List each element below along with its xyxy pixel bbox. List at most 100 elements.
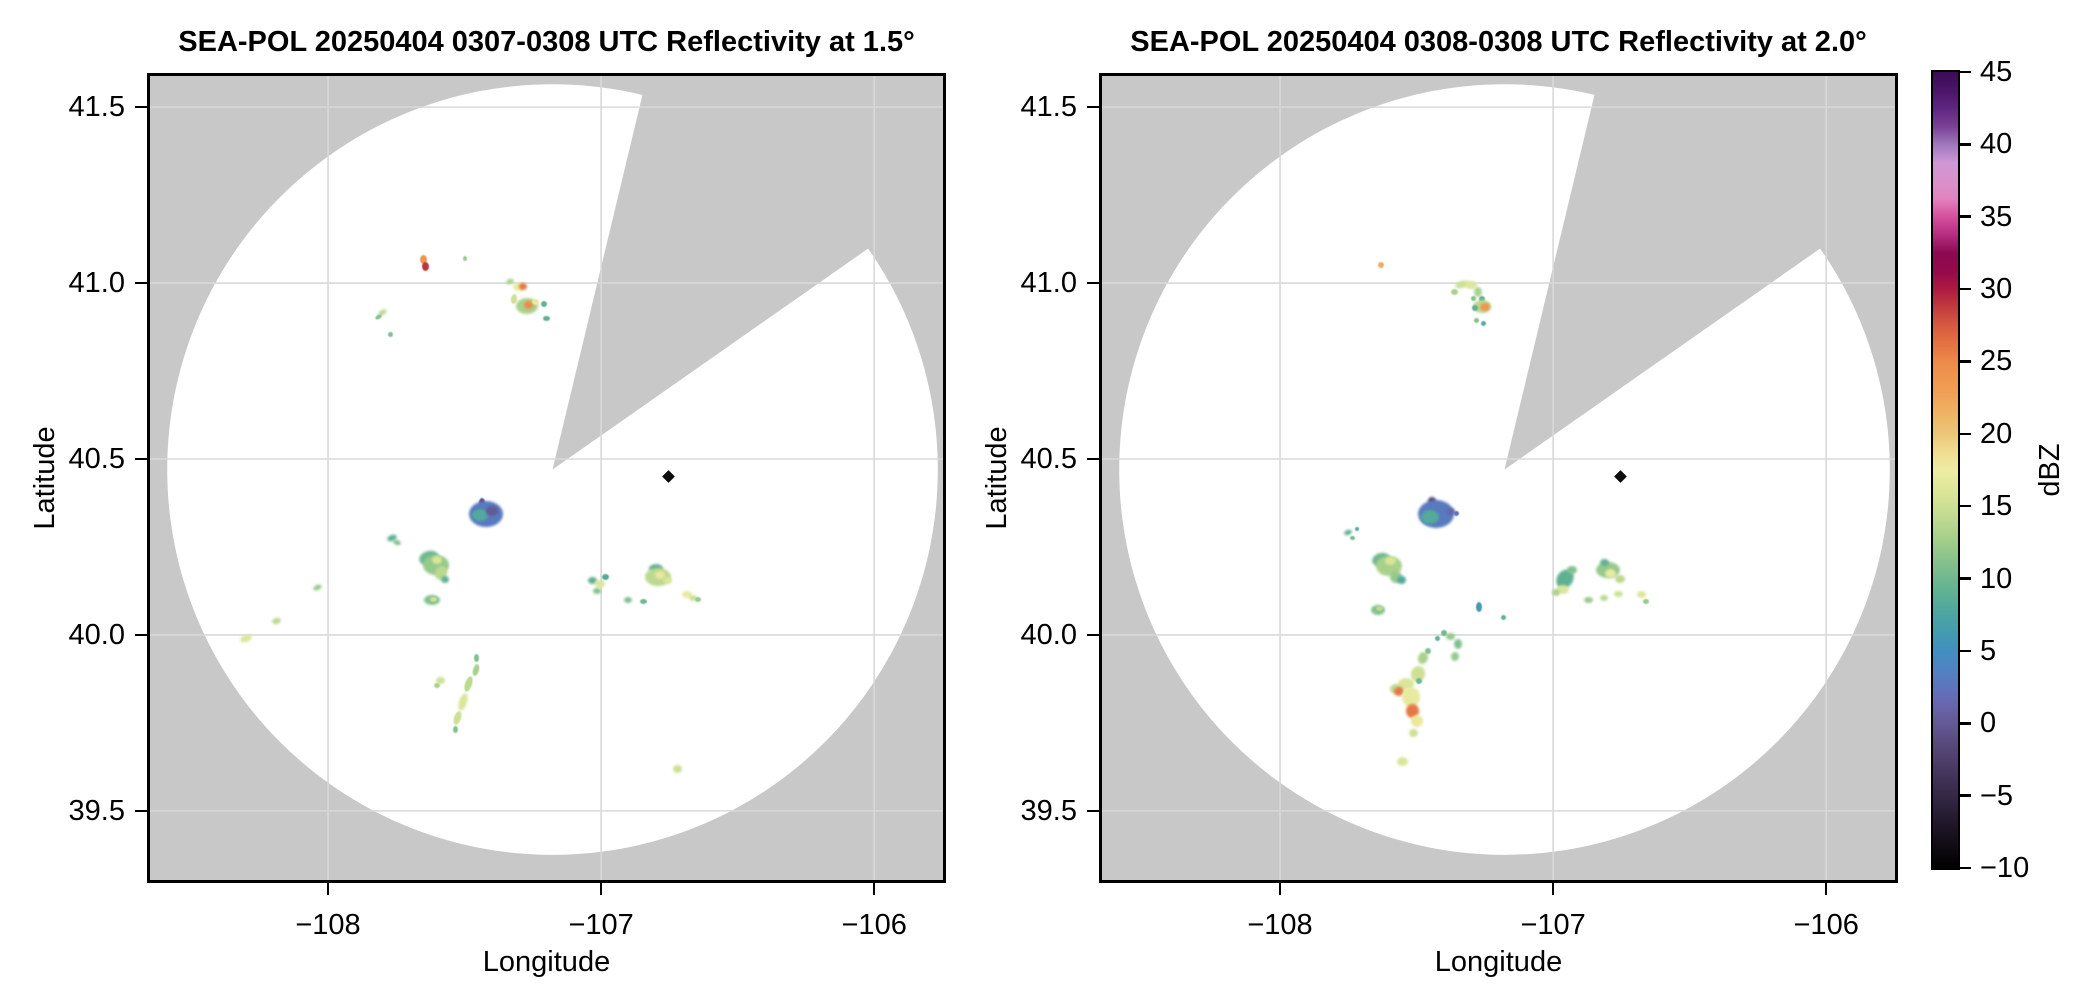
echo-blob bbox=[518, 283, 527, 291]
radar-map bbox=[147, 73, 946, 883]
x-tick-label: −106 bbox=[1793, 909, 1859, 941]
echo-blob bbox=[695, 597, 702, 603]
x-tick bbox=[872, 883, 876, 895]
colorbar-tick-label: −5 bbox=[1980, 779, 2014, 812]
colorbar-tick bbox=[1960, 577, 1971, 580]
echo-blob bbox=[474, 653, 480, 662]
x-tick bbox=[1824, 883, 1828, 895]
x-tick bbox=[1551, 883, 1555, 895]
echo-blob bbox=[462, 675, 475, 693]
echo-blob bbox=[374, 313, 383, 321]
echo-blob bbox=[1397, 757, 1409, 767]
echo-blob bbox=[1354, 527, 1359, 532]
colorbar-tick-label: 0 bbox=[1980, 707, 1997, 740]
colorbar-tick-label: −10 bbox=[1980, 852, 2030, 884]
colorbar-tick bbox=[1960, 287, 1971, 291]
echo-blob bbox=[1420, 510, 1439, 525]
echo-blob bbox=[462, 255, 467, 261]
echo-blob bbox=[271, 616, 282, 625]
y-tick bbox=[1087, 809, 1099, 813]
echo-blob bbox=[1410, 715, 1423, 728]
echo-blob bbox=[540, 301, 547, 308]
y-tick-label: 41.5 bbox=[1020, 91, 1077, 124]
echo-blob bbox=[1409, 729, 1419, 738]
panel-title-right: SEA-POL 20250404 0308-0308 UTC Reflectiv… bbox=[1130, 26, 1867, 58]
echo-blob bbox=[1479, 302, 1490, 311]
colorbar-tick-label: 10 bbox=[1980, 562, 2013, 595]
x-tick-label: −107 bbox=[1520, 909, 1586, 941]
y-axis-label: Latitude bbox=[981, 426, 1013, 530]
echo-blob bbox=[440, 575, 449, 583]
echo-blob bbox=[1385, 557, 1397, 566]
echo-blob bbox=[588, 576, 598, 584]
colorbar-tick bbox=[1960, 722, 1971, 725]
echo-blob bbox=[1615, 574, 1626, 583]
colorbar-tick-label: 40 bbox=[1980, 128, 2013, 161]
echo-blob bbox=[1551, 589, 1560, 597]
echo-blob bbox=[422, 262, 430, 272]
x-tick bbox=[326, 883, 330, 895]
echo-blob bbox=[1465, 280, 1478, 289]
echo-blob bbox=[639, 599, 647, 604]
colorbar-axis-label: dBZ bbox=[2034, 443, 2066, 497]
echo-blob bbox=[1349, 536, 1355, 541]
echo-blob bbox=[593, 587, 602, 594]
echo-blob bbox=[471, 509, 488, 522]
y-tick bbox=[135, 457, 147, 461]
y-tick-label: 40.0 bbox=[1020, 618, 1077, 651]
colorbar-tick bbox=[1960, 866, 1971, 870]
echo-blob bbox=[654, 571, 665, 580]
echo-blob bbox=[1424, 647, 1431, 654]
echo-blob bbox=[1416, 677, 1423, 684]
colorbar-tick-label: 30 bbox=[1980, 273, 2013, 306]
echo-blob bbox=[1446, 507, 1455, 515]
echo-blob bbox=[1451, 288, 1459, 295]
y-tick bbox=[1087, 281, 1099, 285]
echo-blob bbox=[1453, 638, 1462, 649]
x-tick-label: −107 bbox=[568, 909, 634, 941]
echo-blob bbox=[1584, 596, 1594, 603]
echo-blob bbox=[594, 579, 605, 588]
echo-blob bbox=[1393, 686, 1404, 696]
colorbar-tick bbox=[1960, 70, 1971, 74]
echo-layer bbox=[1099, 73, 1898, 883]
echo-blob bbox=[531, 298, 539, 305]
echo-blob bbox=[419, 254, 427, 264]
echo-blob bbox=[1604, 568, 1616, 578]
y-tick-label: 39.5 bbox=[1020, 794, 1077, 827]
echo-blob bbox=[524, 301, 534, 310]
echo-blob bbox=[673, 764, 683, 773]
echo-blob bbox=[1376, 606, 1384, 612]
y-tick bbox=[1087, 457, 1099, 461]
colorbar-tick-label: 45 bbox=[1980, 56, 2013, 88]
echo-blob bbox=[1501, 614, 1507, 620]
echo-blob bbox=[1479, 295, 1486, 302]
echo-blob bbox=[239, 633, 253, 644]
y-tick-label: 40.0 bbox=[68, 618, 125, 651]
colorbar-tick bbox=[1960, 360, 1971, 363]
echo-layer bbox=[147, 73, 946, 883]
blocked-sector-wedge bbox=[1504, 73, 1898, 470]
y-tick-label: 39.5 bbox=[68, 794, 125, 827]
echo-blob bbox=[601, 573, 609, 580]
y-tick-label: 40.5 bbox=[1020, 442, 1077, 475]
colorbar-tick-label: 20 bbox=[1980, 417, 2013, 450]
echo-blob bbox=[432, 556, 443, 565]
plot-frame bbox=[147, 73, 946, 883]
echo-blob bbox=[624, 596, 633, 603]
y-tick bbox=[1087, 633, 1099, 637]
colorbar-tick bbox=[1960, 794, 1971, 797]
x-axis-label: Longitude bbox=[1434, 946, 1563, 978]
echo-blob bbox=[1405, 703, 1419, 718]
x-tick bbox=[1278, 883, 1282, 895]
echo-blob bbox=[435, 677, 445, 685]
echo-blob bbox=[1450, 651, 1459, 661]
echo-blob bbox=[1453, 511, 1459, 517]
echo-blob bbox=[1556, 584, 1569, 594]
echo-blob bbox=[662, 576, 672, 584]
echo-blob bbox=[1476, 601, 1483, 612]
echo-blob bbox=[1378, 262, 1385, 269]
colorbar-tick bbox=[1960, 649, 1971, 653]
y-axis-label: Latitude bbox=[29, 426, 61, 530]
